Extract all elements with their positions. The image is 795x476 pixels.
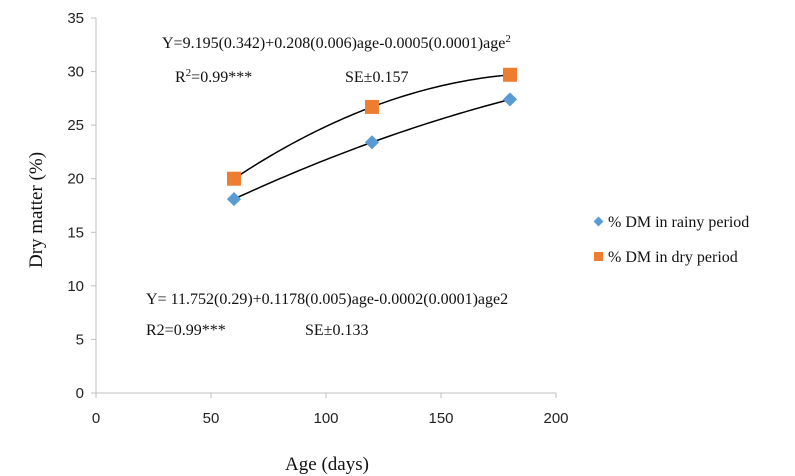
data-point-dry — [227, 171, 241, 186]
y-axis-title: Dry matter (%) — [26, 152, 47, 268]
y-tick-label: 15 — [67, 224, 84, 241]
y-tick-label: 30 — [67, 64, 84, 81]
trendline-series-1 — [233, 74, 511, 180]
x-tick-label: 200 — [543, 410, 568, 427]
x-tick-label: 100 — [313, 410, 338, 427]
legend-item-dry: % DM in dry period — [594, 249, 738, 266]
y-tick-label: 10 — [67, 278, 84, 295]
data-point-dry — [365, 99, 379, 114]
y-tick-label: 35 — [67, 10, 84, 27]
dry-r2: R2=0.99*** — [175, 67, 252, 86]
rainy-se: SE±0.133 — [305, 322, 368, 339]
dry-equation: Y=9.195(0.342)+0.208(0.006)age-0.0005(0.… — [162, 33, 511, 52]
x-tick-labels: 0 50 100 150 200 — [92, 393, 569, 427]
y-tick-label: 25 — [67, 117, 84, 134]
legend-marker-dry — [594, 252, 603, 261]
dry-se: SE±0.157 — [345, 69, 408, 86]
data-point-rainy — [226, 192, 242, 207]
y-tick-labels: 0 5 10 15 20 25 30 35 — [67, 10, 96, 402]
data-point-dry — [503, 67, 517, 82]
legend-label-dry: % DM in dry period — [608, 249, 738, 266]
legend-label-rainy: % DM in rainy period — [608, 214, 749, 231]
legend-item-rainy: % DM in rainy period — [593, 214, 749, 231]
data-point-rainy — [502, 92, 518, 107]
rainy-r2: R2=0.99*** — [146, 322, 226, 339]
data-points — [226, 67, 518, 207]
rainy-equation: Y= 11.752(0.29)+0.1178(0.005)age-0.0002(… — [146, 291, 508, 308]
data-point-rainy — [364, 135, 380, 150]
x-tick-label: 150 — [428, 410, 453, 427]
legend-marker-rainy — [593, 216, 604, 227]
y-tick-label: 20 — [67, 171, 84, 188]
legend: % DM in rainy period % DM in dry period — [593, 214, 749, 266]
y-tick-label: 5 — [76, 331, 84, 348]
x-tick-label: 50 — [203, 410, 220, 427]
y-tick-label: 0 — [76, 385, 84, 402]
x-tick-label: 0 — [92, 410, 100, 427]
x-axis-title: Age (days) — [285, 454, 369, 475]
